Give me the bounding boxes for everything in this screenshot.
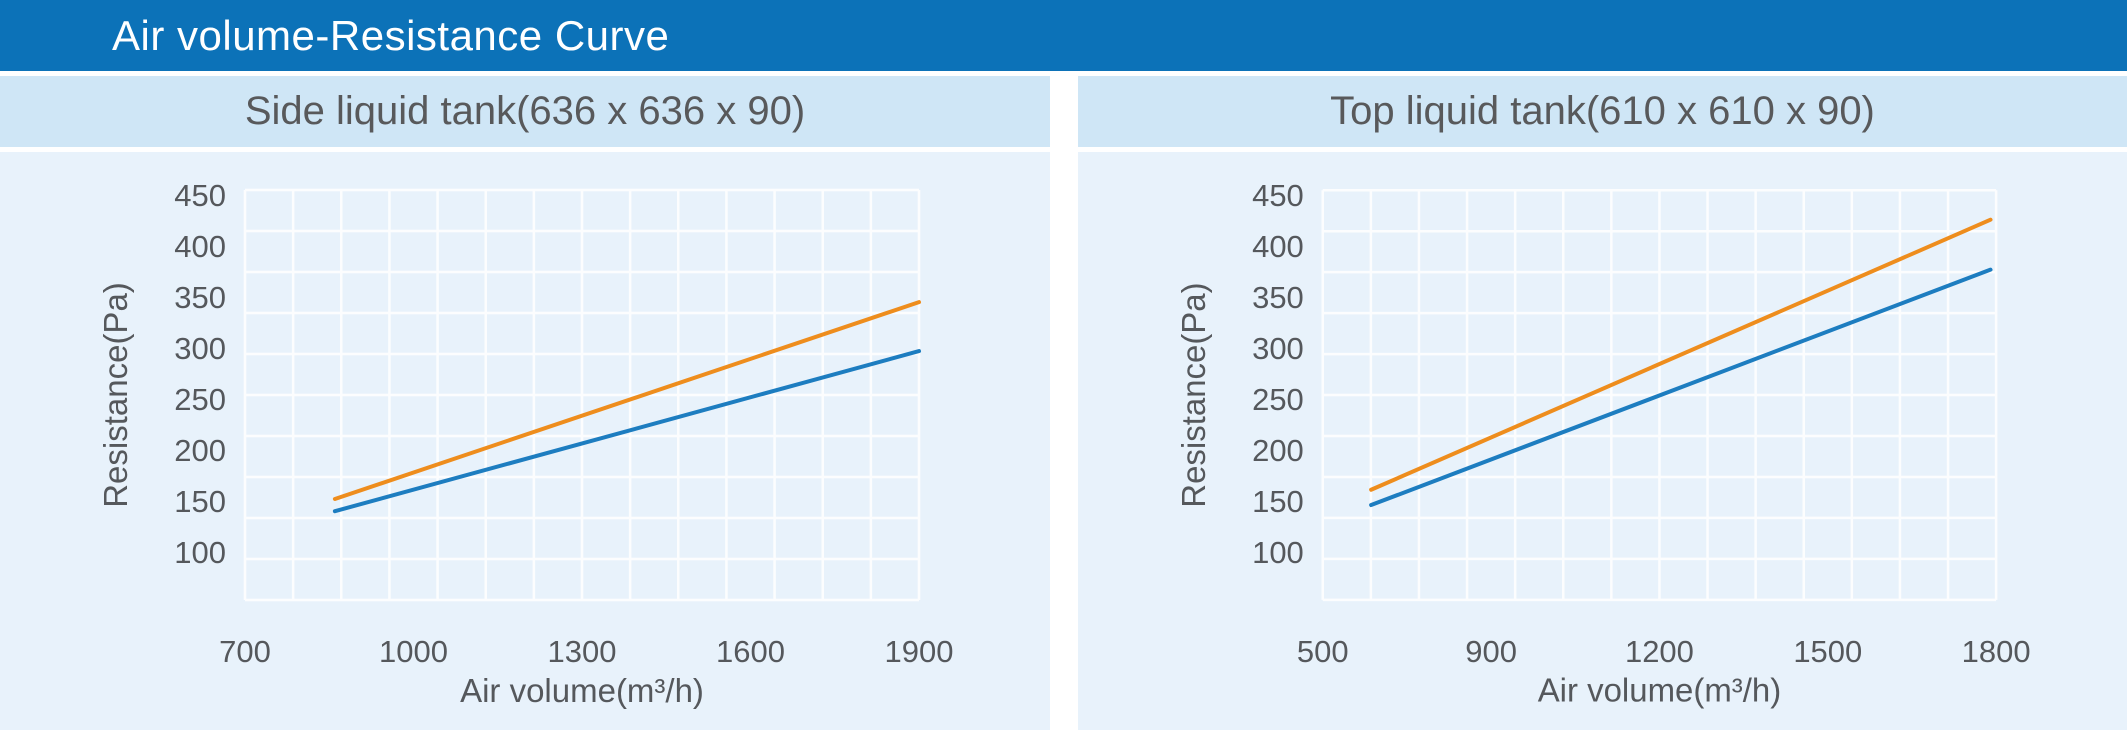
series-upper-resistance-curve [1369,217,1993,492]
y-tick-label: 300 [174,331,226,366]
chart-canvas: 450 400 350 300 250 200 150 100 700 1000 1300 1600 1… [97,178,954,709]
chart-panels: Side liquid tank(636 x 636 x 90) 450 400 3… [0,76,2127,730]
series-upper-resistance-curve [332,300,921,501]
y-axis-title: Resistance(Pa) [97,282,134,508]
x-tick-label: 500 [1297,634,1349,669]
page-title: Air volume-Resistance Curve [112,11,670,59]
y-axis-title: Resistance(Pa) [1175,282,1212,507]
x-axis-title: Air volume(m³/h) [1538,672,1782,709]
x-axis-title: Air volume(m³/h) [460,672,704,709]
y-tick-label: 450 [174,178,226,213]
x-tick-label: 1000 [379,634,448,669]
y-tick-label: 450 [1252,178,1304,213]
chart-side-liquid-tank: 450 400 350 300 250 200 150 100 700 1000 1300 1600 1… [0,152,1050,730]
chart-top-liquid-tank: 450 400 350 300 250 200 150 100 500 900 1200 1500 18… [1078,152,2127,730]
y-tick-label: 250 [1252,382,1304,417]
y-tick-label: 150 [1252,484,1304,519]
y-tick-label: 350 [174,280,226,315]
series-lower-resistance-curve [1369,267,1993,508]
chart-subtitle-top-liquid-tank: Top liquid tank(610 x 610 x 90) [1078,76,2127,147]
y-tick-label: 400 [1252,229,1304,264]
panel-top-liquid-tank: Top liquid tank(610 x 610 x 90) 450 400 35… [1078,76,2127,730]
x-tick-label: 1500 [1793,634,1862,669]
y-tick-label: 100 [174,535,226,570]
x-tick-label: 1800 [1962,634,2031,669]
x-tick-label: 1900 [885,634,954,669]
y-tick-label: 150 [174,484,226,519]
chart-subtitle-side-liquid-tank: Side liquid tank(636 x 636 x 90) [0,76,1050,147]
x-tick-label: 1200 [1625,634,1694,669]
y-tick-label: 250 [174,382,226,417]
x-tick-label: 700 [219,634,271,669]
y-tick-label: 200 [1252,433,1304,468]
x-tick-label: 1300 [548,634,617,669]
grid [243,188,921,602]
y-tick-label: 350 [1252,280,1304,315]
y-tick-label: 100 [1252,535,1304,570]
x-tick-label: 900 [1465,634,1517,669]
title-bar: Air volume-Resistance Curve [0,0,2127,71]
x-tick-label: 1600 [716,634,785,669]
y-tick-label: 300 [1252,331,1304,366]
y-tick-label: 200 [174,433,226,468]
grid [1321,188,1998,602]
y-tick-label: 400 [174,229,226,264]
series-lower-resistance-curve [332,349,921,514]
chart-canvas: 450 400 350 300 250 200 150 100 500 900 1200 1500 18… [1175,178,2031,709]
panel-side-liquid-tank: Side liquid tank(636 x 636 x 90) 450 400 3… [0,76,1050,730]
